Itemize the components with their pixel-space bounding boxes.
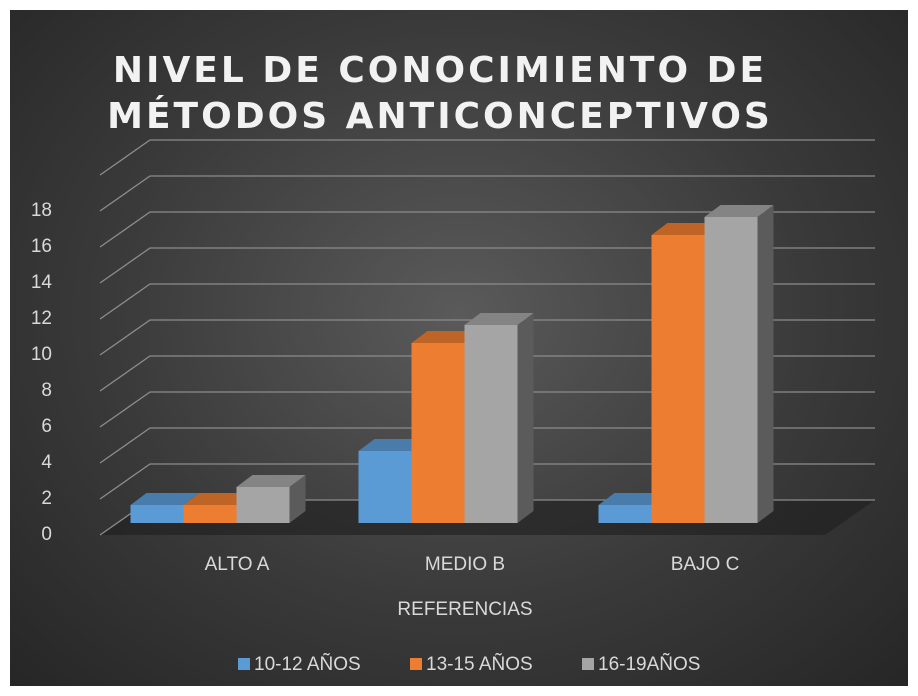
legend-label: 10-12 AÑOS: [254, 653, 361, 675]
wall-top-line: [99, 139, 875, 176]
grid-line: [99, 247, 875, 284]
legend-swatch: [238, 658, 250, 670]
bar: [411, 343, 465, 523]
bar: [598, 505, 652, 523]
y-tick-label: 18: [31, 200, 52, 221]
bar-top: [358, 439, 428, 451]
bar: [130, 505, 184, 523]
y-tick-label: 2: [41, 488, 52, 509]
y-tick-label: 0: [41, 524, 52, 545]
y-tick-label: 4: [41, 452, 52, 473]
bar-top: [651, 223, 721, 235]
grid-line: [99, 175, 875, 212]
bar-top: [130, 493, 200, 505]
y-tick-label: 16: [31, 236, 52, 257]
x-axis-title: REFERENCIAS: [397, 599, 532, 620]
legend-swatch: [582, 658, 594, 670]
legend-swatch: [410, 658, 422, 670]
grid-line: [99, 283, 875, 320]
legend-label: 16-19AÑOS: [598, 653, 700, 675]
bar: [236, 487, 290, 523]
y-tick-label: 8: [41, 380, 52, 401]
grid-line: [99, 211, 875, 248]
y-tick-label: 12: [31, 308, 52, 329]
grid-line: [99, 319, 875, 356]
bar-top: [236, 475, 306, 487]
bar-top: [183, 493, 253, 505]
y-tick-label: 6: [41, 416, 52, 437]
bar: [651, 235, 705, 523]
bar-top: [464, 313, 534, 325]
grid-line: [99, 427, 875, 464]
x-tick-label: BAJO C: [671, 554, 740, 575]
x-tick-label: ALTO A: [205, 554, 270, 575]
bar-top: [598, 493, 668, 505]
grid-line: [99, 463, 875, 500]
y-tick-label: 14: [31, 272, 53, 293]
bar-side: [517, 313, 534, 523]
bar-side: [757, 205, 774, 523]
bar-top: [704, 205, 774, 217]
bar: [464, 325, 518, 523]
bar: [183, 505, 237, 523]
legend-label: 13-15 AÑOS: [426, 653, 533, 675]
y-tick-label: 10: [31, 344, 52, 365]
bar: [704, 217, 758, 523]
grid-line: [99, 391, 875, 428]
bar-top: [411, 331, 481, 343]
x-tick-label: MEDIO B: [425, 554, 505, 575]
chart-title: NIVEL DE CONOCIMIENTO DE MÉTODOS ANTICON…: [107, 50, 773, 137]
grid-line: [99, 355, 875, 392]
bar-side: [289, 475, 306, 523]
bar: [358, 451, 412, 523]
